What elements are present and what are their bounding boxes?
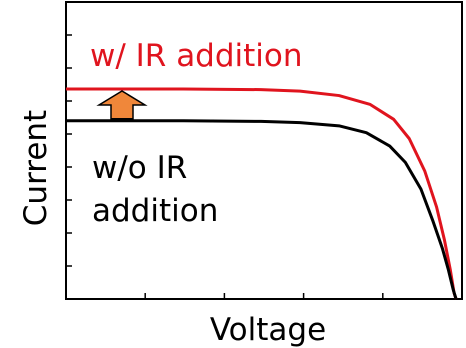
increase-arrow — [96, 90, 148, 120]
y-axis-label: Current — [18, 110, 54, 226]
x-axis-label: Voltage — [210, 312, 326, 348]
annotation-with-ir: w/ IR addition — [90, 38, 303, 74]
series-line-1 — [66, 119, 458, 300]
plot-frame — [65, 1, 463, 300]
annotation-without-ir-line1: w/o IR — [92, 150, 187, 186]
annotation-without-ir-line2: addition — [92, 193, 218, 229]
curves — [66, 87, 458, 300]
series-line-0 — [66, 87, 458, 300]
tick-marks — [66, 34, 384, 299]
